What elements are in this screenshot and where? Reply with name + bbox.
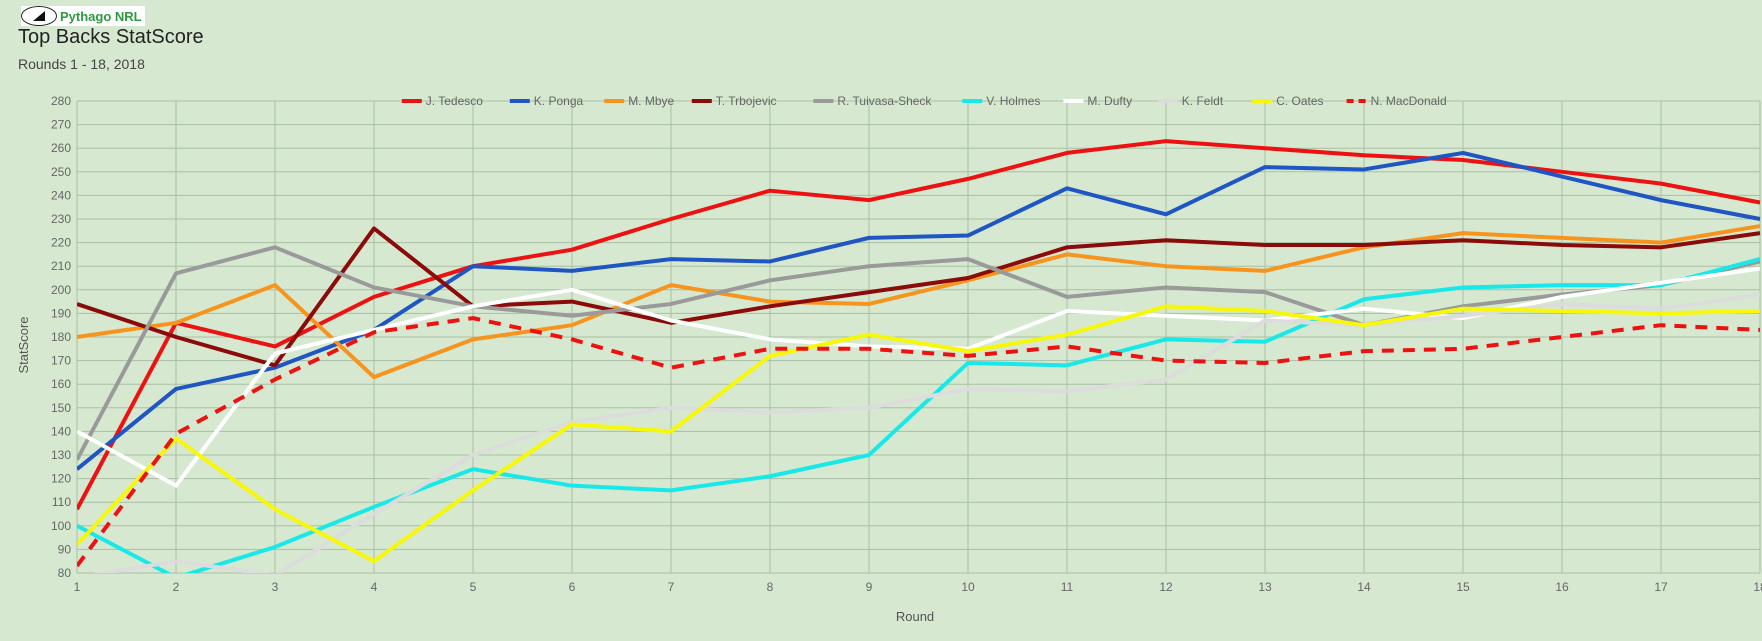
y-tick-label: 270 bbox=[51, 118, 71, 132]
series-line bbox=[77, 316, 1761, 568]
y-tick-label: 130 bbox=[51, 448, 71, 462]
y-tick-label: 250 bbox=[51, 165, 71, 179]
legend-item[interactable]: M. Mbye bbox=[604, 94, 675, 108]
legend-label: J. Tedesco bbox=[426, 94, 483, 108]
legend-item[interactable]: M. Dufty bbox=[1063, 94, 1132, 108]
x-tick-label: 2 bbox=[173, 580, 180, 594]
y-tick-label: 150 bbox=[51, 401, 71, 415]
x-axis-ticks: 123456789101112131415161718 bbox=[74, 580, 1762, 594]
y-tick-label: 260 bbox=[51, 141, 71, 155]
y-tick-label: 280 bbox=[51, 94, 71, 108]
y-tick-label: 140 bbox=[51, 424, 71, 438]
y-tick-label: 240 bbox=[51, 188, 71, 202]
series-line bbox=[77, 245, 1761, 461]
y-tick-label: 100 bbox=[51, 519, 71, 533]
x-axis-title: Round bbox=[896, 609, 934, 624]
legend-label: K. Ponga bbox=[534, 94, 584, 108]
legend-item[interactable]: J. Tedesco bbox=[401, 94, 483, 108]
x-tick-label: 4 bbox=[371, 580, 378, 594]
y-tick-label: 110 bbox=[52, 495, 71, 509]
x-tick-label: 10 bbox=[961, 580, 975, 594]
y-tick-label: 220 bbox=[51, 236, 71, 250]
x-tick-label: 16 bbox=[1555, 580, 1569, 594]
legend-item[interactable]: K. Ponga bbox=[509, 94, 584, 108]
series-lines bbox=[77, 139, 1761, 573]
x-tick-label: 1 bbox=[74, 580, 81, 594]
series-line bbox=[77, 304, 1761, 564]
y-tick-label: 210 bbox=[51, 259, 71, 273]
x-tick-label: 12 bbox=[1159, 580, 1173, 594]
legend-label: T. Trbojevic bbox=[716, 94, 777, 108]
legend: J. Tedesco K. Ponga M. Mbye T. Trbojevic R. … bbox=[401, 94, 1447, 108]
y-tick-label: 90 bbox=[58, 542, 72, 556]
legend-item[interactable]: C. Oates bbox=[1252, 94, 1324, 108]
x-tick-label: 11 bbox=[1061, 580, 1074, 594]
x-tick-label: 15 bbox=[1456, 580, 1470, 594]
chart-title: Top Backs StatScore bbox=[18, 26, 204, 48]
series-line bbox=[77, 257, 1761, 573]
logo-icon bbox=[21, 6, 57, 26]
legend-item[interactable]: N. MacDonald bbox=[1346, 94, 1447, 108]
y-tick-label: 200 bbox=[51, 283, 71, 297]
x-tick-label: 7 bbox=[668, 580, 675, 594]
legend-label: C. Oates bbox=[1276, 94, 1323, 108]
y-tick-label: 160 bbox=[51, 377, 71, 391]
x-tick-label: 18 bbox=[1753, 580, 1762, 594]
x-tick-label: 3 bbox=[272, 580, 279, 594]
legend-label: R. Tuivasa-Sheck bbox=[837, 94, 932, 108]
x-tick-label: 17 bbox=[1654, 580, 1668, 594]
x-tick-label: 5 bbox=[470, 580, 477, 594]
legend-label: N. MacDonald bbox=[1371, 94, 1447, 108]
y-tick-label: 120 bbox=[51, 472, 71, 486]
brand-logo: Pythago NRL bbox=[21, 6, 145, 26]
series-line bbox=[93, 292, 1761, 573]
legend-label: K. Feldt bbox=[1182, 94, 1224, 108]
y-axis-title: StatScore bbox=[16, 316, 31, 373]
x-tick-label: 9 bbox=[866, 580, 873, 594]
x-tick-label: 8 bbox=[767, 580, 774, 594]
legend-label: M. Mbye bbox=[628, 94, 674, 108]
series-line bbox=[77, 226, 1761, 368]
y-axis-ticks: 80 90 100 110 120 130 140 150 160 170 180 190 200 210… bbox=[51, 94, 71, 580]
x-tick-label: 6 bbox=[569, 580, 576, 594]
series-line bbox=[77, 139, 1761, 511]
legend-label: M. Dufty bbox=[1087, 94, 1132, 108]
logo-text: Pythago NRL bbox=[60, 8, 142, 24]
legend-item[interactable]: T. Trbojevic bbox=[691, 94, 777, 108]
series-line bbox=[77, 224, 1761, 380]
y-tick-label: 230 bbox=[51, 212, 71, 226]
legend-item[interactable]: V. Holmes bbox=[962, 94, 1040, 108]
y-tick-label: 190 bbox=[51, 306, 71, 320]
x-tick-label: 13 bbox=[1258, 580, 1272, 594]
y-tick-label: 180 bbox=[51, 330, 71, 344]
x-tick-label: 14 bbox=[1357, 580, 1371, 594]
series-line bbox=[77, 150, 1761, 471]
chart-subtitle: Rounds 1 - 18, 2018 bbox=[18, 56, 145, 72]
y-tick-label: 170 bbox=[51, 354, 71, 368]
legend-item[interactable]: R. Tuivasa-Sheck bbox=[813, 94, 932, 108]
y-tick-label: 80 bbox=[58, 566, 72, 580]
legend-label: V. Holmes bbox=[986, 94, 1040, 108]
legend-item[interactable]: K. Feldt bbox=[1157, 94, 1224, 108]
